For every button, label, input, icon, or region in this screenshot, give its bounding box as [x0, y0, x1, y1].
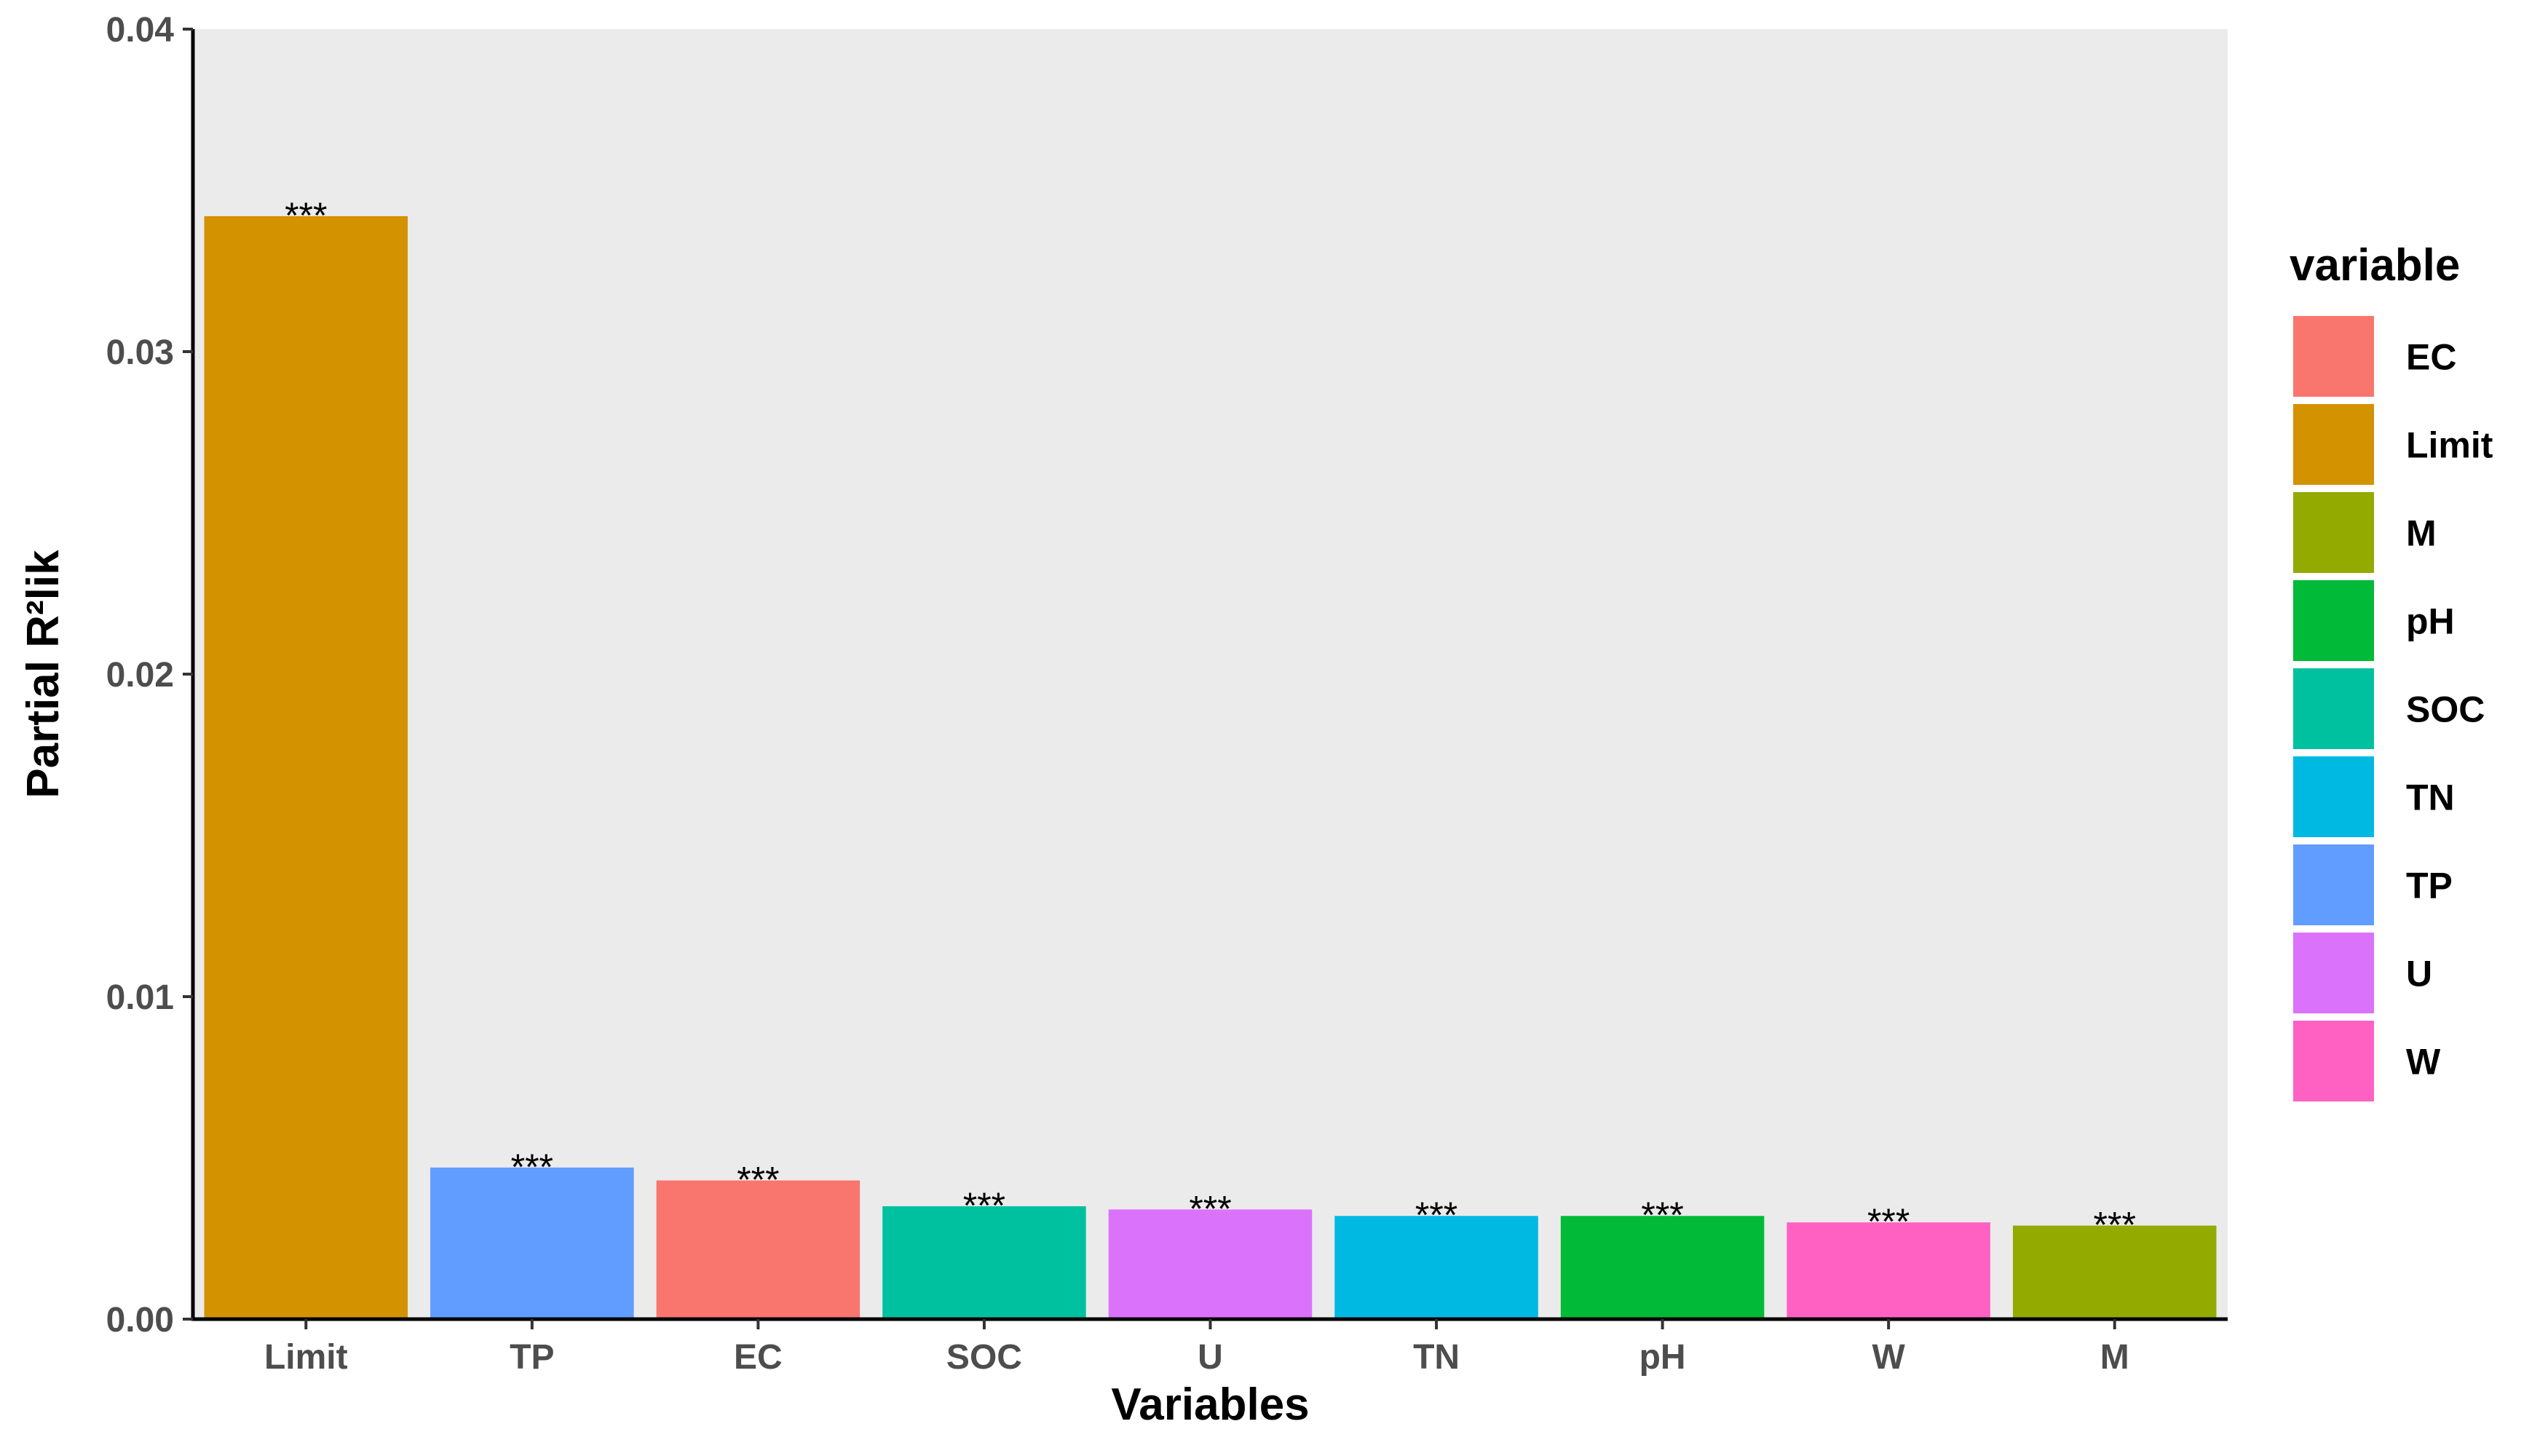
y-axis-title: Partial R²lik — [18, 550, 68, 799]
significance-label-limit: *** — [285, 195, 327, 236]
bar-tp — [430, 1167, 634, 1319]
bar-soc — [882, 1206, 1086, 1319]
legend-key-m — [2290, 489, 2377, 576]
significance-label-soc: *** — [963, 1185, 1005, 1226]
y-tick-label: 0.00 — [106, 1301, 174, 1340]
significance-label-tn: *** — [1415, 1195, 1457, 1235]
legend-key-tp — [2290, 842, 2377, 928]
y-tick-label: 0.03 — [106, 333, 174, 372]
legend-label-ec: EC — [2406, 337, 2456, 378]
legend-key-soc — [2290, 665, 2377, 752]
significance-label-ph: *** — [1641, 1195, 1683, 1235]
significance-label-w: *** — [1867, 1201, 1910, 1242]
y-axis-ticks: 0.00 0.01 0.02 0.03 0.04 — [106, 11, 193, 1340]
bar-ph — [1560, 1216, 1765, 1319]
legend-label-tn: TN — [2406, 778, 2455, 818]
legend-key-ec — [2290, 313, 2377, 400]
legend-label-tp: TP — [2406, 866, 2453, 906]
legend-label-w: W — [2406, 1042, 2441, 1083]
plot-panel — [193, 29, 2228, 1319]
legend-label-m: M — [2406, 513, 2437, 554]
y-tick-label: 0.04 — [106, 11, 175, 50]
x-tick-label-tn: TN — [1413, 1338, 1460, 1377]
x-tick-label-u: U — [1198, 1338, 1223, 1377]
x-axis-ticks: Limit TP EC SOC U TN pH W M — [264, 1319, 2129, 1377]
bars-group — [204, 215, 2217, 1320]
bar-ec — [656, 1180, 860, 1319]
y-tick-label: 0.02 — [106, 656, 174, 695]
bar-limit — [204, 215, 408, 1320]
legend-label-soc: SOC — [2406, 689, 2485, 730]
significance-label-tp: *** — [511, 1147, 553, 1187]
x-tick-label-m: M — [2100, 1338, 2129, 1377]
x-axis-title: Variables — [1111, 1380, 1309, 1430]
legend-label-u: U — [2406, 954, 2432, 994]
x-tick-label-w: W — [1872, 1338, 1906, 1377]
significance-label-u: *** — [1189, 1188, 1231, 1229]
legend-key-w — [2290, 1018, 2377, 1104]
significance-label-ec: *** — [737, 1160, 779, 1200]
legend-label-ph: pH — [2406, 601, 2455, 642]
significance-label-m: *** — [2094, 1205, 2136, 1246]
bar-u — [1108, 1209, 1313, 1319]
x-tick-label-limit: Limit — [264, 1338, 348, 1377]
x-tick-label-tp: TP — [510, 1338, 554, 1377]
legend-title: variable — [2290, 240, 2460, 290]
legend-key-tn — [2290, 753, 2377, 840]
legend-key-u — [2290, 930, 2377, 1016]
legend-items: EC Limit MpH SOC TN TP U W — [2290, 313, 2493, 1104]
legend-key-ph — [2290, 577, 2377, 664]
bar-w — [1787, 1222, 1990, 1319]
x-tick-label-soc: SOC — [946, 1338, 1022, 1377]
legend: variable EC Limit MpH SOC TN TP U W — [2290, 240, 2493, 1104]
x-tick-label-ph: pH — [1639, 1338, 1686, 1377]
bar-m — [2012, 1225, 2217, 1319]
bar-tn — [1334, 1216, 1538, 1319]
legend-label-limit: Limit — [2406, 425, 2493, 466]
x-tick-label-ec: EC — [734, 1338, 783, 1377]
y-tick-label: 0.01 — [106, 978, 174, 1017]
legend-key-limit — [2290, 401, 2377, 488]
significance-labels: *** *** *** *** *** *** *** *** *** — [285, 195, 2136, 1246]
